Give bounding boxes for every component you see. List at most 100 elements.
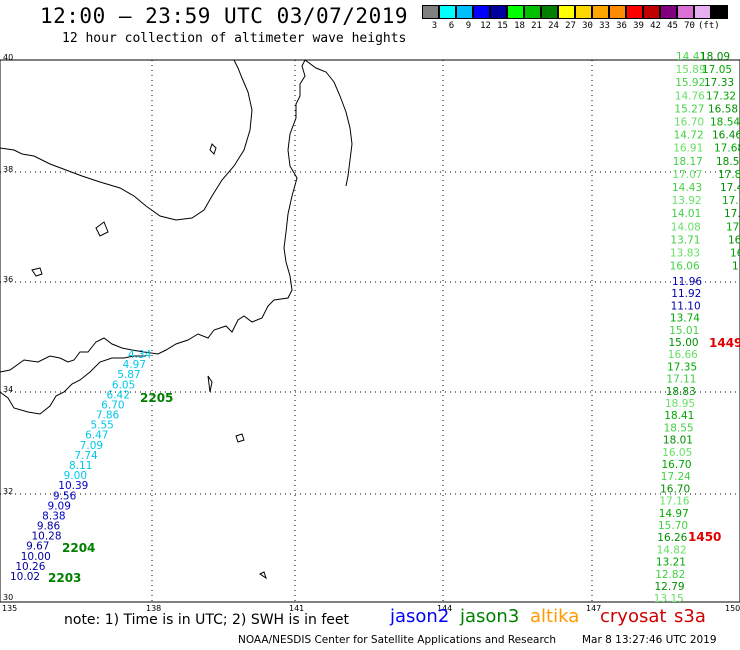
wave-height-label: 9.86: [37, 521, 61, 533]
wave-height-label: 13.15: [654, 593, 684, 605]
wave-height-label: 16.26: [657, 532, 687, 544]
wave-height-label: 18.17: [673, 156, 703, 168]
wave-height-label: 13.92: [672, 195, 702, 207]
scale-swatch: [626, 5, 643, 19]
footer-credit: NOAA/NESDIS Center for Satellite Applica…: [238, 634, 556, 646]
legend-jason2: jason2: [390, 606, 450, 627]
scale-swatch: [473, 5, 490, 19]
pass-time-label: 2203: [48, 571, 81, 585]
wave-height-label: 13.74: [670, 313, 700, 325]
page-subtitle: 12 hour collection of altimeter wave hei…: [62, 31, 407, 46]
scale-label: 9: [465, 21, 472, 31]
pass-time-label: 1450: [688, 530, 721, 544]
wave-height-label: 15.92: [675, 77, 705, 89]
wave-height-label: 18.01: [663, 435, 693, 447]
map-frame: [0, 59, 740, 603]
pass-time-label: 2204: [62, 541, 95, 555]
wave-height-label: 11.92: [671, 288, 701, 300]
wave-height-label: 18.09: [700, 51, 730, 63]
scale-label: 18: [514, 21, 525, 31]
wave-height-label: 14.72: [674, 130, 704, 142]
wave-height-label: 17.45: [720, 182, 740, 194]
wave-height-label: 16.: [728, 234, 740, 246]
wave-height-label: 17.2: [726, 221, 740, 233]
scale-swatch: [694, 5, 711, 19]
wave-height-label: 7.74: [74, 450, 98, 462]
latitude-labels: 40 38 36 34 32 30: [3, 53, 13, 602]
wave-height-label: 15.27: [674, 103, 704, 115]
graticule: [0, 60, 740, 602]
wave-height-label: 17.07: [672, 169, 702, 181]
wave-height-label: 15.70: [658, 520, 688, 532]
wave-height-label: 16.70: [662, 459, 692, 471]
scale-swatch: [609, 5, 626, 19]
wave-height-label: 17.7: [724, 208, 740, 220]
wave-height-label: 16.46: [712, 130, 740, 142]
scale-label: 33: [599, 21, 610, 31]
scale-swatch: [422, 5, 439, 19]
wave-height-label: 7.86: [96, 410, 120, 422]
wave-height-label: 18.52: [716, 156, 740, 168]
scale-label: 6: [448, 21, 455, 31]
wave-height-label: 13.21: [656, 557, 686, 569]
lon-label: 135: [2, 604, 17, 613]
wave-height-label: 16.91: [673, 143, 703, 155]
scale-label: (ft): [698, 21, 720, 31]
wave-height-label: 16.06: [670, 261, 700, 273]
wave-height-label: 6.47: [85, 430, 108, 442]
scale-swatch: [660, 5, 677, 19]
lon-label: 147: [586, 604, 601, 613]
wave-height-label: 15.89: [676, 64, 706, 76]
wave-height-label: 9.56: [53, 490, 77, 502]
scale-label: 3: [431, 21, 438, 31]
wave-height-label: 6.05: [112, 379, 135, 391]
wave-height-label: 14.97: [659, 508, 689, 520]
wave-height-label: 10.26: [15, 561, 45, 573]
wave-height-label: 17.32: [706, 90, 736, 102]
legend-s3a: s3a: [674, 606, 706, 627]
wave-height-label: 17.84: [718, 169, 740, 181]
wave-height-label: 10.28: [31, 531, 61, 543]
wave-height-label: 9.67: [26, 541, 49, 553]
footer-timestamp: Mar 8 13:27:46 UTC 2019: [582, 634, 717, 646]
scale-label: 42: [650, 21, 661, 31]
scale-label: 45: [667, 21, 678, 31]
lon-label: 150: [725, 604, 740, 613]
scale-swatch: [507, 5, 524, 19]
wave-height-label: 14.82: [657, 544, 687, 556]
wave-height-label: 1: [732, 261, 739, 273]
wave-height-label: 14.76: [675, 90, 705, 102]
scale-label: 24: [548, 21, 559, 31]
wave-height-label: 16.66: [668, 349, 698, 361]
wave-height-label: 17.33: [704, 77, 734, 89]
scale-label: 27: [565, 21, 576, 31]
wave-height-label: 13.71: [670, 234, 700, 246]
wave-height-label: 8.38: [42, 510, 65, 522]
wave-height-label: 17.24: [661, 471, 691, 483]
scale-swatch: [439, 5, 456, 19]
scale-swatch: [643, 5, 660, 19]
wave-height-label: 17.73: [722, 195, 740, 207]
scale-swatch: [490, 5, 507, 19]
scale-swatch: [558, 5, 575, 19]
wave-height-label: 5.55: [90, 420, 113, 432]
coastline: [0, 59, 353, 580]
wave-height-label: 14.01: [671, 208, 701, 220]
color-scale-labels: 3 6 9 12 15 18 21 24 27 30 33 36 39 42 45 70 (ft): [426, 21, 720, 31]
pass-time-labels: 2205 2204 2203 1449 1450: [48, 336, 740, 585]
lon-label: 141: [289, 604, 304, 613]
wave-height-label: 4.34: [128, 349, 152, 361]
wave-height-label: 10.02: [10, 571, 40, 583]
scale-label: 39: [633, 21, 644, 31]
wave-height-label: 11.96: [672, 276, 702, 288]
scale-label: 12: [480, 21, 491, 31]
color-scale-bar: [422, 5, 728, 19]
wave-height-label: 17.68: [714, 143, 740, 155]
scale-swatch: [592, 5, 609, 19]
wave-height-label: 14.43: [672, 182, 702, 194]
scale-label: 21: [531, 21, 542, 31]
wave-track-west: 4.344.975.876.056.426.707.865.556.477.09…: [10, 349, 152, 583]
wave-height-label: 16.70: [660, 483, 690, 495]
